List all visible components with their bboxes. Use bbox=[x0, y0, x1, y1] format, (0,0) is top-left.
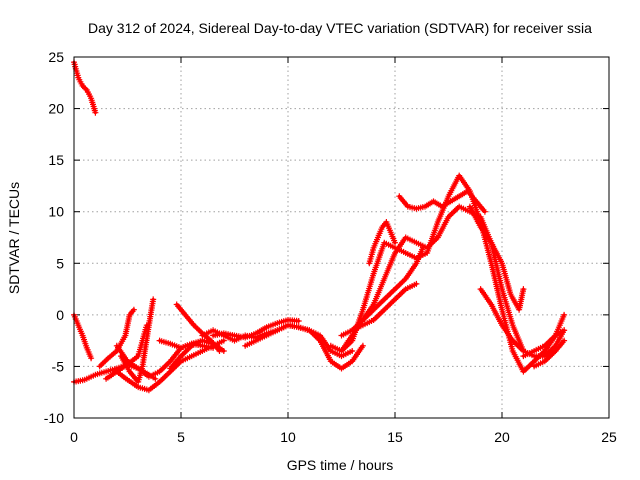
plus-markers bbox=[242, 322, 356, 360]
series-line bbox=[340, 246, 425, 337]
plus-markers bbox=[531, 337, 568, 370]
axes: 0 5 10 15 20 25 -10 -5 0 5 10 15 20 25 bbox=[44, 49, 617, 445]
y-tick-label: -5 bbox=[52, 358, 65, 374]
series-arc21 bbox=[466, 203, 527, 313]
y-tick-label: 25 bbox=[48, 49, 64, 65]
x-axis-label: GPS time / hours bbox=[287, 457, 394, 473]
y-tick-label: 15 bbox=[48, 152, 64, 168]
chart-title: Day 312 of 2024, Sidereal Day-to-day VTE… bbox=[88, 20, 592, 36]
plus-markers bbox=[199, 322, 366, 372]
x-tick-label: 0 bbox=[70, 429, 78, 445]
y-axis-label: SDTVAR / TECUs bbox=[6, 182, 22, 294]
series-arc4 bbox=[96, 306, 137, 370]
y-tick-label: -10 bbox=[44, 410, 64, 426]
plus-markers bbox=[396, 188, 488, 215]
y-tick-label: 10 bbox=[48, 204, 64, 220]
y-tick-label: 20 bbox=[48, 101, 64, 117]
plus-markers bbox=[327, 172, 568, 375]
plus-markers bbox=[96, 306, 137, 370]
plus-markers bbox=[477, 286, 527, 354]
plus-markers bbox=[366, 219, 398, 267]
series-arc17 bbox=[366, 219, 398, 267]
series-arc15 bbox=[327, 172, 568, 375]
x-tick-label: 15 bbox=[387, 429, 403, 445]
data-marks bbox=[71, 59, 568, 394]
series-arc14 bbox=[242, 322, 356, 360]
series-arc22 bbox=[477, 286, 527, 354]
series-arc11 bbox=[173, 301, 223, 354]
series-arc19 bbox=[349, 280, 420, 334]
series-arc23 bbox=[520, 311, 568, 360]
x-tick-label: 5 bbox=[177, 429, 185, 445]
series-arc1 bbox=[71, 59, 99, 116]
x-tick-label: 20 bbox=[494, 429, 510, 445]
x-tick-label: 25 bbox=[601, 429, 617, 445]
plus-markers bbox=[71, 59, 99, 116]
plus-markers bbox=[520, 311, 568, 360]
plot-frame bbox=[73, 56, 610, 419]
y-tick-label: 0 bbox=[56, 307, 64, 323]
series-arc20 bbox=[396, 188, 488, 215]
y-tick-label: 5 bbox=[56, 255, 64, 271]
plus-markers bbox=[349, 280, 420, 334]
plus-markers bbox=[466, 203, 527, 313]
plus-markers bbox=[338, 244, 426, 339]
series-arc13 bbox=[199, 322, 366, 372]
series-line bbox=[340, 205, 566, 358]
x-tick-label: 10 bbox=[280, 429, 296, 445]
series-arc24 bbox=[531, 337, 568, 370]
plus-markers bbox=[173, 301, 223, 354]
series-arc18 bbox=[338, 244, 426, 339]
